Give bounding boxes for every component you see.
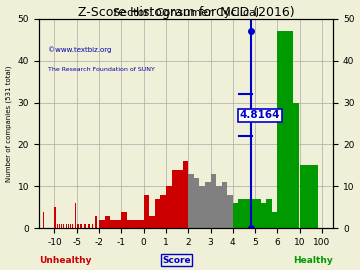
Title: Z-Score Histogram for MCD (2016): Z-Score Histogram for MCD (2016) (78, 6, 294, 19)
Bar (227, 195, 233, 228)
Bar (233, 203, 238, 228)
Bar (75, 203, 76, 228)
Y-axis label: Number of companies (531 total): Number of companies (531 total) (5, 65, 12, 182)
Bar (188, 174, 194, 228)
Text: 4.8164: 4.8164 (240, 110, 280, 120)
Bar (110, 220, 116, 228)
Bar (283, 103, 299, 228)
Bar (61, 224, 62, 228)
Bar (249, 199, 255, 228)
Bar (105, 216, 110, 228)
Bar (81, 224, 82, 228)
Bar (272, 212, 278, 228)
Bar (177, 170, 183, 228)
Bar (244, 199, 249, 228)
Bar (183, 161, 188, 228)
Bar (66, 224, 67, 228)
Bar (205, 182, 211, 228)
Bar (95, 216, 97, 228)
Bar (99, 220, 105, 228)
Text: Healthy: Healthy (293, 256, 333, 265)
Bar (77, 224, 78, 228)
Bar (43, 212, 44, 228)
Bar (54, 207, 55, 228)
Bar (72, 224, 73, 228)
Bar (300, 166, 318, 228)
Text: Sector: Consumer Cyclical: Sector: Consumer Cyclical (113, 8, 259, 18)
Bar (84, 224, 86, 228)
Bar (155, 199, 161, 228)
Bar (194, 178, 199, 228)
Bar (88, 224, 90, 228)
Bar (211, 174, 216, 228)
Bar (91, 224, 94, 228)
Bar (171, 170, 177, 228)
Bar (121, 212, 127, 228)
Bar (216, 187, 222, 228)
Bar (63, 224, 64, 228)
Bar (149, 216, 155, 228)
Bar (238, 199, 244, 228)
Bar (255, 199, 261, 228)
Bar (199, 187, 205, 228)
Text: Unhealthy: Unhealthy (39, 256, 91, 265)
Bar (166, 187, 171, 228)
Bar (70, 224, 71, 228)
Bar (132, 220, 138, 228)
Bar (138, 220, 144, 228)
Bar (222, 182, 227, 228)
Bar (161, 195, 166, 228)
Bar (144, 195, 149, 228)
Bar (116, 220, 121, 228)
Bar (261, 203, 266, 228)
Bar (127, 220, 132, 228)
Bar (68, 224, 69, 228)
Bar (57, 224, 58, 228)
Text: Score: Score (162, 256, 191, 265)
Bar (59, 224, 60, 228)
Text: The Research Foundation of SUNY: The Research Foundation of SUNY (48, 67, 154, 72)
Bar (266, 199, 272, 228)
Bar (278, 31, 293, 228)
Text: ©www.textbiz.org: ©www.textbiz.org (48, 46, 111, 52)
